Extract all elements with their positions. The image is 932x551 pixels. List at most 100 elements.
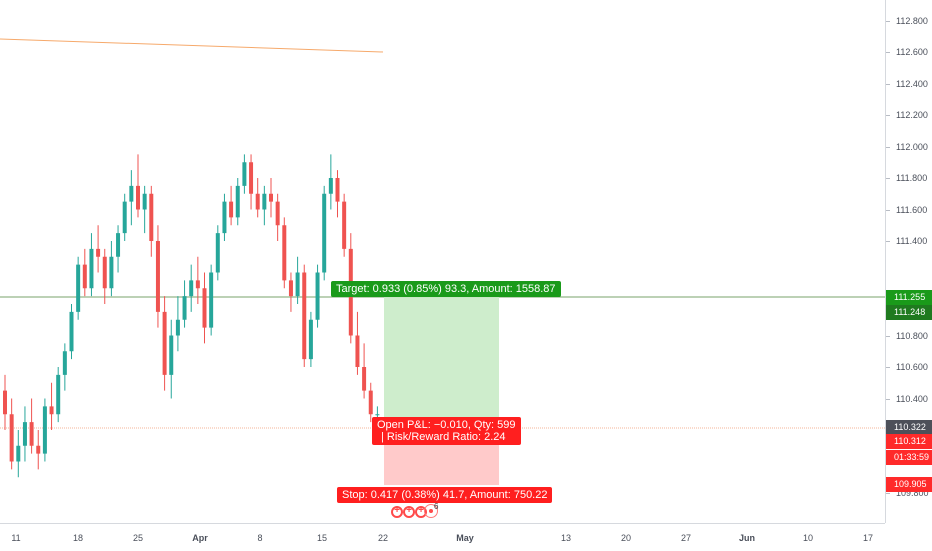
candle-body xyxy=(215,233,220,273)
event-count: 6 xyxy=(434,502,439,511)
candle-body xyxy=(96,248,101,257)
candle-body xyxy=(262,193,267,210)
current-price-tag: 110.322 xyxy=(886,420,932,435)
candle-body xyxy=(202,288,207,328)
candle-body xyxy=(235,185,240,218)
candle-body xyxy=(302,272,307,360)
profit-zone[interactable] xyxy=(384,297,499,428)
candle-body xyxy=(308,319,313,360)
pnl-label[interactable]: Open P&L: −0.010, Qty: 599 | Risk/Reward… xyxy=(372,417,521,445)
price-tick-label: 112.000 xyxy=(886,141,928,152)
price-tick-label: 109.800 xyxy=(886,488,929,498)
time-tick-label: 10 xyxy=(802,533,814,543)
candle-body xyxy=(49,406,54,415)
time-tick-label: 13 xyxy=(560,533,572,543)
candle-body xyxy=(189,280,194,297)
candle-body xyxy=(182,296,187,320)
candle-body xyxy=(76,264,81,312)
entry-price-tag: 110.312 xyxy=(886,434,932,449)
price-tick-label: 110.400 xyxy=(886,393,928,404)
stop-label[interactable]: Stop: 0.417 (0.38%) 41.7, Amount: 750.22 xyxy=(337,487,553,503)
candle-body xyxy=(56,374,61,415)
candle-body xyxy=(129,185,134,202)
price-tick-label: 111.800 xyxy=(885,173,928,183)
price-tick-label: 112.600 xyxy=(886,47,928,57)
candles-group xyxy=(3,154,380,478)
moving-average-line[interactable] xyxy=(0,38,384,53)
candle-body xyxy=(149,193,154,241)
candle-body xyxy=(22,422,27,446)
candle-body xyxy=(282,225,287,281)
candle-body xyxy=(116,233,121,257)
candle-body xyxy=(255,193,260,210)
time-tick-label: 20 xyxy=(620,533,632,543)
candle-body xyxy=(82,264,87,289)
time-tick-label: 8 xyxy=(257,533,263,543)
candle-body xyxy=(355,335,360,367)
time-tick-label: 11 xyxy=(11,533,21,543)
price-tick-label: 112.400 xyxy=(886,78,928,89)
event-dot-icon xyxy=(429,509,433,513)
candle-body xyxy=(242,162,247,186)
price-tick-label: 112.800 xyxy=(886,15,928,26)
candle-body xyxy=(36,445,41,454)
candle-body xyxy=(295,272,300,297)
chart-plot-area[interactable]: Target: 0.933 (0.85%) 93.3, Amount: 1558… xyxy=(0,0,885,523)
candle-body xyxy=(335,178,340,202)
candle-body xyxy=(69,311,74,352)
candle-body xyxy=(42,406,47,454)
time-tick-label: Jun xyxy=(738,533,756,543)
candle-body xyxy=(368,390,373,415)
candle-body xyxy=(62,351,67,375)
candle-body xyxy=(269,193,273,202)
candle-body xyxy=(102,256,107,289)
candle-body xyxy=(3,390,7,415)
time-tick-label: 25 xyxy=(132,533,144,543)
price-tick-label: 112.200 xyxy=(886,110,928,120)
candle-body xyxy=(328,178,333,194)
time-tick-label: 22 xyxy=(377,533,389,543)
candle-body xyxy=(9,414,14,462)
candle-body xyxy=(89,248,94,289)
last-price-tag: 111.248 xyxy=(886,305,932,320)
time-tick-label: Apr xyxy=(192,533,208,543)
candle-body xyxy=(362,367,367,391)
time-axis[interactable]: 11 18 25 Apr 8 15 22 May 13 20 27 Jun 10 17 xyxy=(0,523,885,551)
candle-body xyxy=(209,272,214,328)
price-tick-label: 110.600 xyxy=(886,362,928,372)
time-tick-label: 18 xyxy=(72,533,84,543)
open-pnl-text: Open P&L: −0.010, Qty: 599 xyxy=(377,419,516,431)
time-tick-label: 17 xyxy=(862,533,874,543)
candle-body xyxy=(195,280,200,289)
candle-body xyxy=(275,201,280,226)
cursor-mark: | xyxy=(381,431,387,443)
price-tick-label: 111.400 xyxy=(885,236,928,246)
candle-body xyxy=(315,272,320,320)
target-label[interactable]: Target: 0.933 (0.85%) 93.3, Amount: 1558… xyxy=(331,281,561,297)
candle-body xyxy=(142,193,147,210)
candle-body xyxy=(249,162,254,194)
candle-body xyxy=(375,414,380,416)
candle-body xyxy=(29,422,34,446)
target-price-tag: 111.255 xyxy=(886,290,932,305)
candle-body xyxy=(175,319,180,336)
candle-body xyxy=(229,201,234,218)
candle-body xyxy=(169,335,174,375)
time-tick-label: May xyxy=(456,533,474,543)
stop-price-tag: 109.905 xyxy=(886,477,932,492)
risk-reward-text: | Risk/Reward Ratio: 2.24 xyxy=(381,431,506,443)
time-tick-label: 27 xyxy=(680,533,692,543)
event-marker-icon[interactable] xyxy=(391,505,403,518)
candle-body xyxy=(136,185,140,210)
candle-body xyxy=(109,256,114,289)
event-circle-icon[interactable] xyxy=(424,504,438,518)
candle-body xyxy=(222,201,227,234)
price-tick-label: 110.800 xyxy=(886,330,928,341)
event-marker-icon[interactable] xyxy=(403,505,415,518)
candle-body xyxy=(288,280,293,297)
price-tick-label: 111.600 xyxy=(885,204,928,215)
time-tick-label: 15 xyxy=(316,533,328,543)
candle-body xyxy=(122,201,127,234)
candle-body xyxy=(162,311,167,375)
countdown-tag: 01:33:59 xyxy=(886,450,932,465)
